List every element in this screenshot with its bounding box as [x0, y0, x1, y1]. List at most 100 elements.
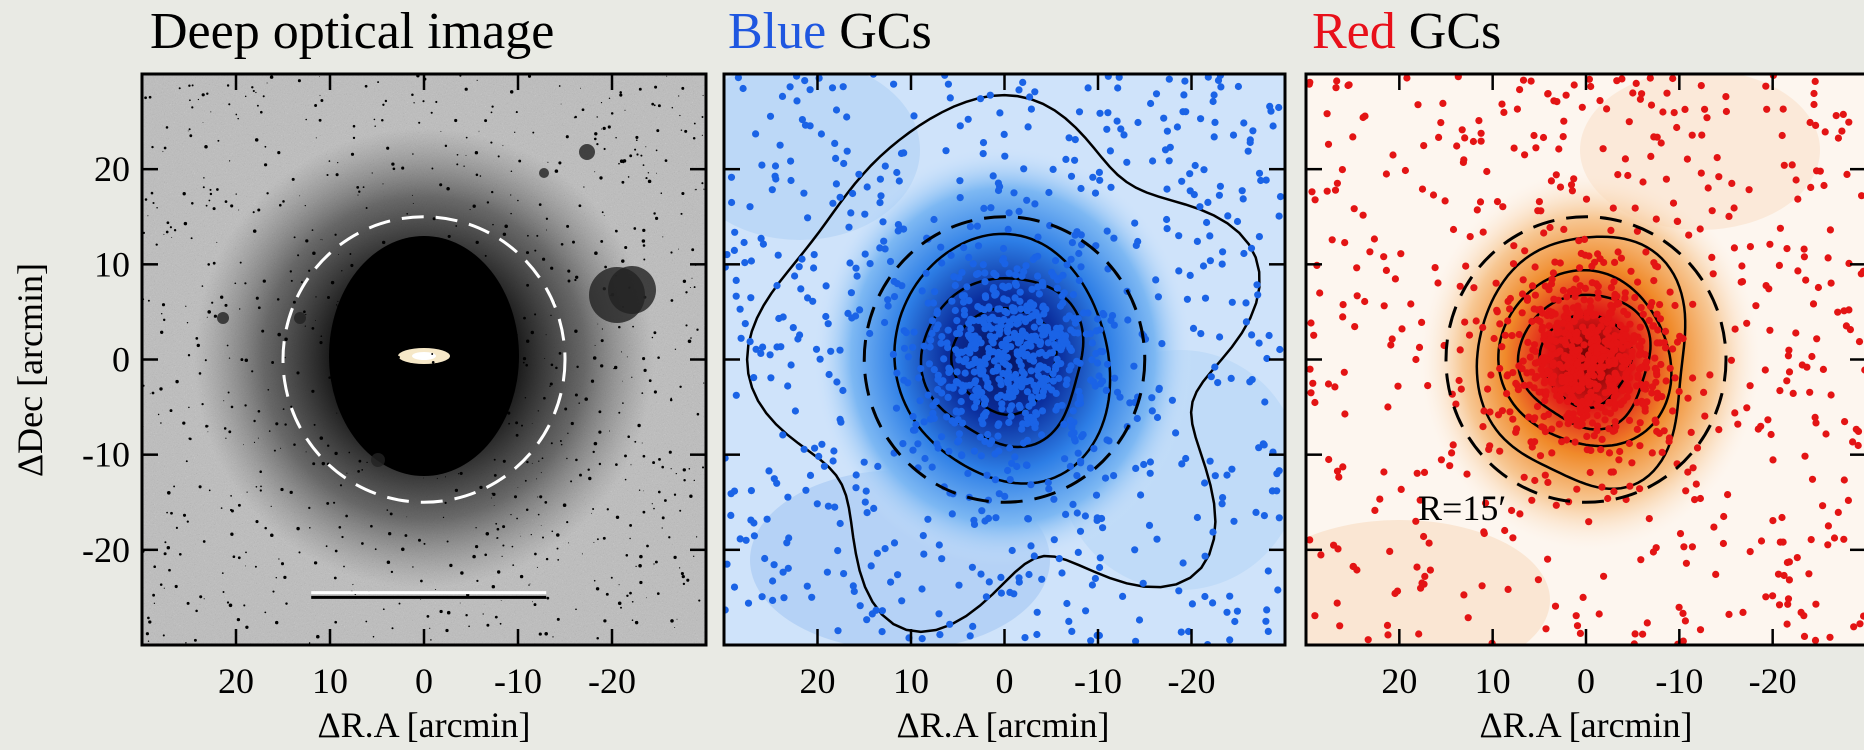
star — [419, 275, 422, 278]
gc-point — [1784, 600, 1792, 608]
gc-point — [1633, 227, 1641, 235]
gc-point — [1190, 191, 1198, 199]
gc-point — [1053, 324, 1061, 332]
gc-point — [1614, 248, 1622, 256]
gc-point — [938, 433, 946, 441]
gc-point — [752, 345, 760, 353]
gc-point — [972, 377, 980, 385]
star — [257, 437, 259, 439]
gc-point — [1512, 379, 1520, 387]
star — [459, 471, 463, 475]
gc-point — [1006, 321, 1015, 329]
gc-point — [1607, 468, 1615, 476]
gc-point — [1811, 77, 1819, 85]
star — [474, 151, 479, 155]
star — [693, 555, 695, 557]
gc-point — [1038, 407, 1047, 415]
gc-point — [878, 607, 887, 615]
gc-point — [1606, 351, 1614, 359]
gc-point — [1565, 332, 1573, 340]
gc-point — [1370, 235, 1378, 243]
star — [204, 145, 208, 149]
gc-point — [1010, 590, 1018, 598]
gc-point — [980, 400, 989, 408]
star — [464, 87, 468, 91]
gc-point — [1510, 144, 1518, 152]
star — [199, 595, 203, 599]
star — [440, 416, 444, 421]
gc-point — [918, 635, 926, 643]
gc-point — [930, 366, 938, 374]
star — [216, 241, 218, 243]
gc-point — [1224, 212, 1232, 220]
gc-point — [1482, 499, 1490, 507]
gc-point — [1165, 75, 1173, 83]
gc-point — [981, 437, 989, 445]
gc-point — [1487, 371, 1495, 379]
gc-point — [924, 299, 932, 307]
star — [308, 269, 311, 272]
star — [315, 137, 317, 139]
gc-point — [1547, 280, 1556, 288]
gc-point — [1020, 268, 1028, 276]
gc-point — [925, 360, 934, 368]
star — [691, 277, 693, 279]
gc-point — [1307, 389, 1315, 397]
gc-point — [938, 259, 946, 267]
star — [420, 579, 423, 583]
gc-point — [1673, 338, 1682, 346]
star — [326, 501, 330, 505]
star — [562, 503, 567, 507]
gc-point — [1607, 226, 1615, 234]
gc-point — [1842, 322, 1850, 330]
star — [305, 313, 307, 316]
gc-point — [1617, 401, 1625, 409]
gc-point — [1776, 387, 1784, 395]
gc-point — [971, 339, 979, 347]
gc-point — [1613, 339, 1621, 347]
gc-point — [1621, 294, 1629, 302]
star — [208, 199, 211, 202]
gc-point — [1018, 327, 1027, 335]
gc-point — [1731, 325, 1739, 333]
star — [413, 102, 415, 104]
gc-point — [1068, 627, 1076, 636]
gc-point — [1201, 592, 1209, 601]
star — [446, 540, 449, 543]
star — [539, 495, 543, 499]
star — [558, 352, 562, 355]
gc-point — [1401, 166, 1409, 175]
gc-point — [833, 378, 841, 386]
bright-star — [371, 453, 385, 467]
star — [556, 617, 560, 621]
star — [484, 254, 487, 257]
gc-point — [1229, 131, 1238, 139]
star — [251, 86, 254, 89]
gc-point — [1029, 312, 1037, 320]
gc-point — [1632, 79, 1640, 87]
gc-point — [1069, 407, 1077, 415]
star — [144, 96, 147, 100]
gc-point — [1731, 409, 1739, 417]
gc-point — [1255, 233, 1263, 241]
star — [578, 204, 582, 208]
star — [369, 334, 371, 336]
gc-point — [1746, 548, 1754, 556]
gc-point — [829, 457, 837, 465]
gc-point — [909, 343, 917, 351]
gc-point — [1233, 607, 1241, 615]
gc-point — [1163, 215, 1171, 224]
star — [601, 128, 603, 130]
gc-point — [1551, 602, 1560, 610]
gc-point — [1641, 407, 1649, 415]
gc-point — [1696, 225, 1704, 233]
gc-point — [948, 417, 956, 425]
gc-point — [1016, 288, 1024, 296]
gc-point — [832, 106, 841, 114]
star — [147, 616, 150, 620]
gc-point — [933, 307, 942, 315]
gc-point — [769, 577, 777, 585]
gc-point — [1496, 447, 1504, 455]
gc-point — [989, 367, 997, 375]
gc-point — [1581, 251, 1589, 259]
